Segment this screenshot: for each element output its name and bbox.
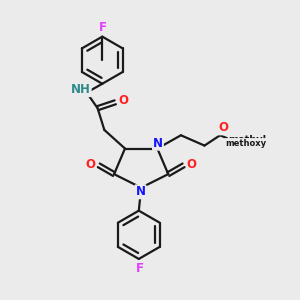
Text: methoxy: methoxy <box>225 139 266 148</box>
Text: methyl: methyl <box>229 135 267 145</box>
Text: O: O <box>85 158 95 171</box>
Text: O: O <box>218 122 228 134</box>
Text: F: F <box>135 262 143 275</box>
Text: O: O <box>118 94 128 107</box>
Text: N: N <box>153 137 163 150</box>
Text: F: F <box>99 21 107 34</box>
Text: N: N <box>136 185 146 198</box>
Text: O: O <box>187 158 197 171</box>
Text: NH: NH <box>71 83 91 96</box>
